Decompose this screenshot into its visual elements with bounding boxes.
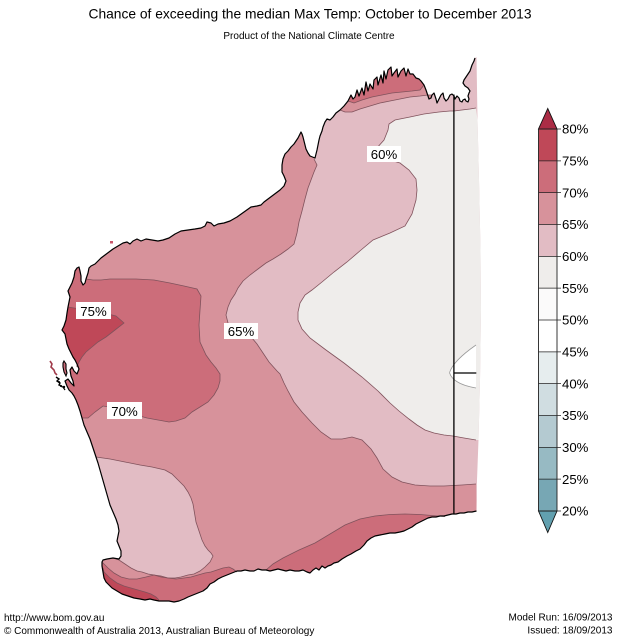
svg-text:Chance of exceeding the median: Chance of exceeding the median Max Temp:… bbox=[88, 7, 531, 22]
svg-text:75%: 75% bbox=[562, 154, 589, 169]
svg-text:55%: 55% bbox=[562, 281, 589, 296]
svg-text:© Commonwealth of Australia 2: © Commonwealth of Australia 2013, Austra… bbox=[4, 626, 314, 637]
svg-text:30%: 30% bbox=[562, 440, 589, 455]
svg-text:70%: 70% bbox=[111, 404, 138, 419]
svg-text:50%: 50% bbox=[562, 313, 589, 328]
svg-text:80%: 80% bbox=[562, 122, 589, 137]
svg-text:70%: 70% bbox=[562, 185, 589, 200]
svg-text:25%: 25% bbox=[562, 472, 589, 487]
svg-text:35%: 35% bbox=[562, 408, 589, 423]
svg-text:Product of the National Climat: Product of the National Climate Centre bbox=[223, 31, 395, 42]
svg-text:45%: 45% bbox=[562, 345, 589, 360]
svg-text:60%: 60% bbox=[371, 147, 398, 162]
svg-text:40%: 40% bbox=[562, 376, 589, 391]
svg-text:60%: 60% bbox=[562, 249, 589, 264]
svg-text:65%: 65% bbox=[562, 217, 589, 232]
svg-text:65%: 65% bbox=[228, 324, 255, 339]
svg-text:75%: 75% bbox=[80, 304, 107, 319]
svg-text:Issued: 18/09/2013: Issued: 18/09/2013 bbox=[527, 626, 613, 637]
svg-text:http://www.bom.gov.au: http://www.bom.gov.au bbox=[4, 613, 104, 624]
svg-text:20%: 20% bbox=[562, 504, 589, 519]
svg-text:Model Run: 16/09/2013: Model Run: 16/09/2013 bbox=[509, 613, 613, 624]
